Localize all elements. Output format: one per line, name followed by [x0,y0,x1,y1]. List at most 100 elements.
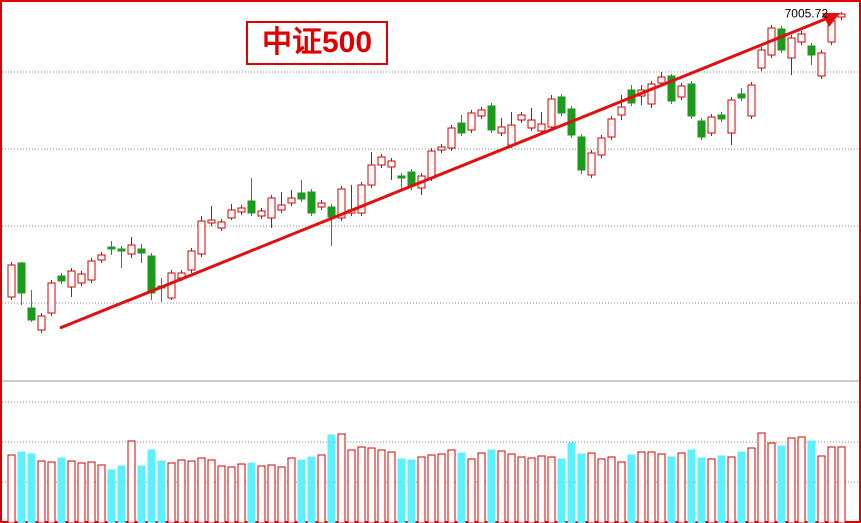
volume-bar [397,458,406,523]
volume-bar [477,452,486,523]
volume-bar [327,434,336,523]
candle-body [117,248,126,252]
candle-body [337,188,346,219]
candle-body [457,122,466,134]
candle-body [137,248,146,254]
volume-bar [137,465,146,523]
candle-body [397,175,406,179]
volume-bar [697,457,706,523]
candle-body [657,76,666,84]
volume-bar [517,456,526,523]
chart-title: 中证500 [262,26,372,59]
candle-body [127,244,136,255]
volume-bar [707,458,716,523]
candle-body [87,260,96,281]
candle-body [787,37,796,59]
volume-bar [67,460,76,523]
candle-body [667,75,676,102]
volume-bar [627,454,636,523]
volume-bar [467,458,476,523]
volume-bar [287,457,296,523]
volume-bar [487,449,496,523]
candle-body [607,118,616,138]
arrow-head [822,13,840,27]
candle-body [777,28,786,51]
volume-bar [687,449,696,523]
volume-bar [657,453,666,523]
candle-body [307,191,316,214]
volume-bar [87,461,96,523]
volume-bar [157,460,166,523]
candle-body [287,197,296,204]
volume-bar [567,442,576,523]
candle-body [557,96,566,114]
candle-body [587,152,596,176]
candle-body [67,270,76,288]
candle-body [537,123,546,132]
candle-body [517,114,526,121]
volume-bar [237,463,246,523]
volume-bar [787,437,796,523]
candle-body [227,209,236,219]
candle-body [387,160,396,168]
volume-bar [667,456,676,523]
candle-body [617,106,626,116]
candle-body [437,146,446,151]
candle-body [217,221,226,229]
volume-bar [417,456,426,523]
volume-bar [97,464,106,523]
candle-body [97,254,106,261]
candle-body [747,84,756,117]
candle-body [197,220,206,255]
volume-bar [387,451,396,523]
candle-body [257,210,266,217]
candle-body [317,202,326,208]
candle-body [707,116,716,134]
trend-arrow [59,16,829,330]
volume-bar [47,461,56,523]
volume-bar [267,464,276,523]
volume-bar [207,459,216,523]
volume-bar [617,461,626,523]
candle-body [207,219,216,224]
volume-bar [437,453,446,523]
volume-bar [377,449,386,523]
volume-bar [637,451,646,523]
volume-bar [217,465,226,523]
volume-bar [677,452,686,523]
volume-bar [57,457,66,523]
volume-bar [747,447,756,523]
volume-bar [547,456,556,523]
volume-bar [557,458,566,523]
high-label: 7005.72 [785,6,829,20]
volume-bar [497,450,506,523]
volume-bar [117,465,126,523]
candle-body [647,83,656,105]
volume-bar [767,442,776,523]
candle-body [477,109,486,117]
volume-bar [337,433,346,523]
candle-body [377,156,386,166]
volume-bar [717,455,726,523]
candle-body [357,184,366,214]
volume-bar [307,456,316,523]
candle-body [267,197,276,219]
volume-bar [807,440,816,523]
candle-body [717,114,726,120]
candle-body [7,264,16,298]
candle-body [427,150,436,179]
volume-bar [757,432,766,523]
volume-bar [167,462,176,523]
candle-body [597,137,606,156]
candle-body [737,93,746,99]
candle-body [237,207,246,213]
candle-body [327,206,336,218]
volume-bar [187,460,196,523]
volume-bar [607,456,616,523]
volume-bar [257,465,266,523]
candle-body [17,262,26,294]
candle-body [247,200,256,214]
candle-body [577,136,586,171]
volume-bar [107,469,116,523]
volume-bar [197,457,206,523]
